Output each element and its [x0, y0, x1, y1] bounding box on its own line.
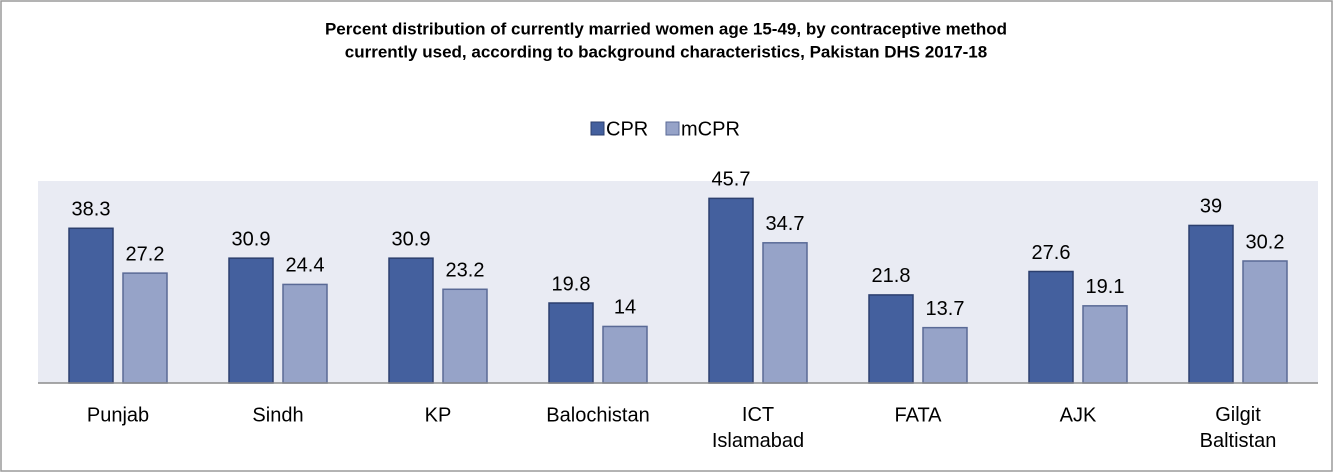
data-label: 14 [614, 297, 636, 319]
x-tick-label: AJK [1060, 404, 1097, 426]
data-label: 21.8 [872, 265, 911, 287]
bar [442, 288, 488, 384]
data-label: 45.7 [712, 169, 751, 191]
data-label: 38.3 [72, 199, 111, 221]
chart-title: Percent distribution of currently marrie… [325, 19, 1007, 38]
data-label: 30.2 [1246, 231, 1285, 253]
data-label: 19.8 [552, 273, 591, 295]
legend-label: mCPR [681, 118, 740, 140]
chart-title: currently used, according to background … [345, 42, 987, 61]
data-label: 27.2 [126, 243, 165, 265]
bar [762, 242, 808, 384]
data-label: 23.2 [446, 260, 485, 282]
x-tick-label: FATA [894, 404, 942, 426]
legend-swatch [590, 121, 605, 136]
bar [602, 325, 648, 384]
bar [868, 294, 914, 384]
bar [708, 197, 754, 384]
data-label: 19.1 [1086, 276, 1125, 298]
bar [548, 302, 594, 384]
x-tick-label: Gilgit Baltistan [1200, 404, 1277, 452]
data-label: 30.9 [232, 228, 271, 250]
data-label: 30.9 [392, 228, 431, 250]
bar [68, 227, 114, 384]
x-tick-label: Punjab [87, 404, 149, 426]
data-label: 27.6 [1032, 242, 1071, 264]
x-tick-label: Balochistan [546, 404, 649, 426]
bar [122, 272, 168, 384]
data-label: 24.4 [286, 255, 325, 277]
x-tick-label: KP [425, 404, 452, 426]
data-label: 13.7 [926, 298, 965, 320]
bar [1188, 224, 1234, 384]
legend-label: CPR [606, 118, 648, 140]
legend-swatch [665, 121, 680, 136]
x-tick-label: Sindh [252, 404, 303, 426]
bar [1028, 270, 1074, 384]
bar [1082, 305, 1128, 384]
bar [228, 257, 274, 384]
bar [388, 257, 434, 384]
data-label: 39 [1200, 196, 1222, 218]
bar [1242, 260, 1288, 384]
bar [922, 326, 968, 384]
x-tick-label: ICT Islamabad [712, 404, 804, 452]
data-label: 34.7 [766, 213, 805, 235]
bar [282, 283, 328, 384]
